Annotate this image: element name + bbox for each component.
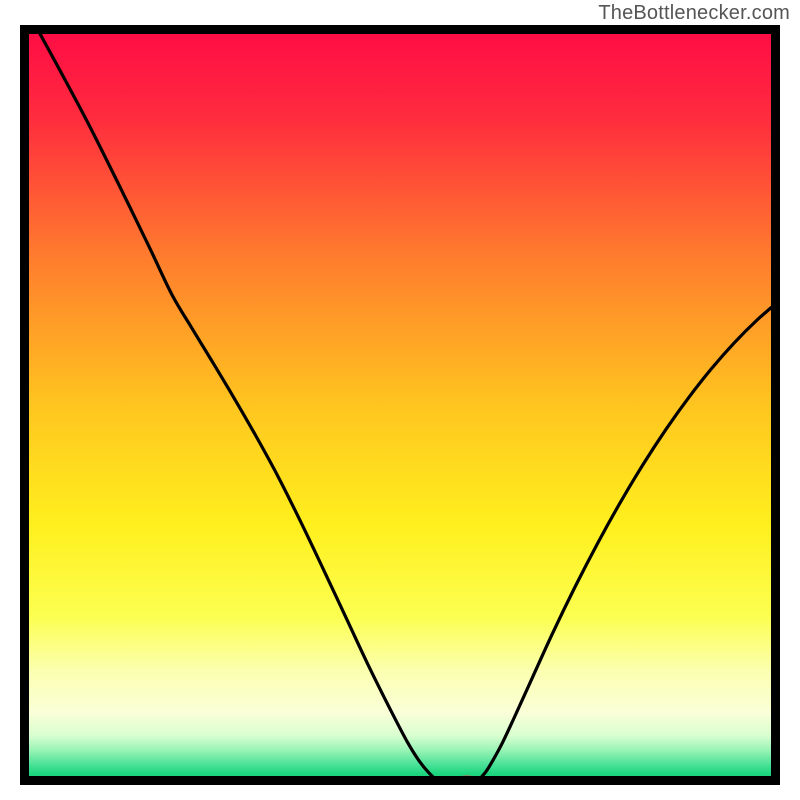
chart-svg [0, 0, 800, 800]
watermark-text: TheBottlenecker.com [598, 2, 790, 25]
chart-stage: TheBottlenecker.com [0, 0, 800, 800]
gradient-background [20, 25, 780, 785]
